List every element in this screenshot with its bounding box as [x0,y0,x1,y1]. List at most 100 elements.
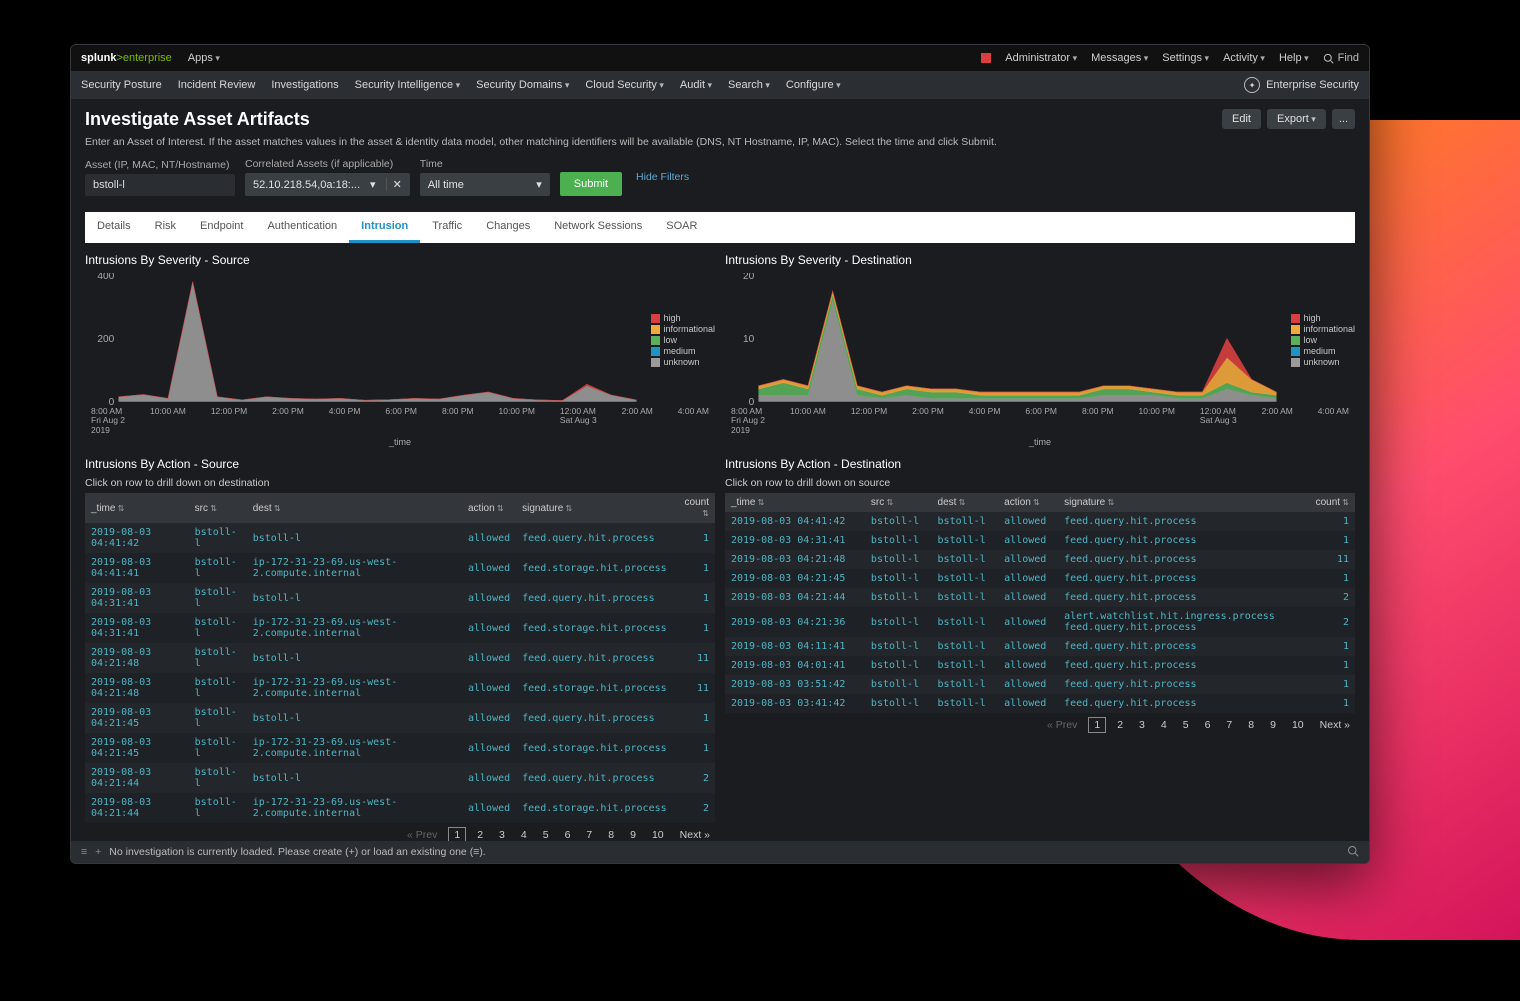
col-dest[interactable]: dest [932,493,999,512]
legend-item[interactable]: medium [651,346,715,357]
page-9[interactable]: 9 [625,828,641,842]
tab-traffic[interactable]: Traffic [420,212,474,243]
col-src[interactable]: src [189,493,247,523]
legend-item[interactable]: high [651,313,715,324]
hide-filters-link[interactable]: Hide Filters [636,171,689,183]
clear-correlated-icon[interactable]: ✕ [386,178,402,191]
table-row[interactable]: 2019-08-03 04:21:44bstoll-lbstoll-lallow… [725,588,1355,607]
page-8[interactable]: 8 [1243,718,1259,732]
page-10[interactable]: 10 [1287,718,1309,732]
settings-menu[interactable]: Settings [1162,52,1209,64]
tab-risk[interactable]: Risk [143,212,188,243]
table-row[interactable]: 2019-08-03 04:21:45bstoll-lbstoll-lallow… [725,569,1355,588]
time-dropdown[interactable]: All time ▾ [420,173,550,196]
page-5[interactable]: 5 [1178,718,1194,732]
page-2[interactable]: 2 [472,828,488,842]
col-action[interactable]: action [462,493,516,523]
legend-item[interactable]: low [651,335,715,346]
table-row[interactable]: 2019-08-03 04:31:41bstoll-lip-172-31-23-… [85,613,715,643]
tab-endpoint[interactable]: Endpoint [188,212,255,243]
table-row[interactable]: 2019-08-03 04:21:44bstoll-lbstoll-lallow… [85,763,715,793]
page-1[interactable]: 1 [1088,717,1106,733]
page-prev[interactable]: « Prev [1042,718,1082,732]
nav-item-incident-review[interactable]: Incident Review [178,79,256,91]
table-row[interactable]: 2019-08-03 04:41:41bstoll-lip-172-31-23-… [85,553,715,583]
chart-source[interactable]: 0200400highinformationallowmediumunknown [85,273,715,413]
page-prev[interactable]: « Prev [402,828,442,842]
legend-item[interactable]: low [1291,335,1355,346]
page-6[interactable]: 6 [1200,718,1216,732]
tab-changes[interactable]: Changes [474,212,542,243]
export-button[interactable]: Export [1267,109,1326,129]
nav-item-search[interactable]: Search [728,79,770,91]
col-_time[interactable]: _time [85,493,189,523]
edit-button[interactable]: Edit [1222,109,1261,129]
col-src[interactable]: src [865,493,932,512]
list-icon[interactable]: ≡ [81,846,87,858]
tab-authentication[interactable]: Authentication [255,212,349,243]
table-row[interactable]: 2019-08-03 04:21:48bstoll-lbstoll-lallow… [725,550,1355,569]
chart-destination[interactable]: 01020highinformationallowmediumunknown [725,273,1355,413]
page-7[interactable]: 7 [581,828,597,842]
legend-item[interactable]: informational [1291,324,1355,335]
administrator-menu[interactable]: Administrator [1005,52,1077,64]
find-box[interactable]: Find [1323,52,1359,64]
zoom-icon[interactable] [1347,845,1359,860]
page-6[interactable]: 6 [560,828,576,842]
page-3[interactable]: 3 [1134,718,1150,732]
tab-soar[interactable]: SOAR [654,212,709,243]
col-action[interactable]: action [998,493,1058,512]
messages-menu[interactable]: Messages [1091,52,1148,64]
legend-item[interactable]: unknown [651,357,715,368]
table-row[interactable]: 2019-08-03 04:21:48bstoll-lip-172-31-23-… [85,673,715,703]
nav-item-security-domains[interactable]: Security Domains [476,79,569,91]
table-row[interactable]: 2019-08-03 04:21:44bstoll-lip-172-31-23-… [85,793,715,823]
help-menu[interactable]: Help [1279,52,1309,64]
page-8[interactable]: 8 [603,828,619,842]
brand-logo[interactable]: splunk>enterprise [81,52,172,64]
nav-item-security-posture[interactable]: Security Posture [81,79,162,91]
table-row[interactable]: 2019-08-03 04:21:48bstoll-lbstoll-lallow… [85,643,715,673]
nav-item-security-intelligence[interactable]: Security Intelligence [355,79,460,91]
nav-item-investigations[interactable]: Investigations [271,79,338,91]
tab-network-sessions[interactable]: Network Sessions [542,212,654,243]
page-5[interactable]: 5 [538,828,554,842]
nav-item-audit[interactable]: Audit [680,79,712,91]
tab-details[interactable]: Details [85,212,143,243]
table-row[interactable]: 2019-08-03 04:31:41bstoll-lbstoll-lallow… [725,531,1355,550]
page-next[interactable]: Next » [1315,718,1355,732]
table-row[interactable]: 2019-08-03 04:41:42bstoll-lbstoll-lallow… [725,512,1355,531]
col-count[interactable]: count [1305,493,1355,512]
submit-button[interactable]: Submit [560,172,622,196]
table-row[interactable]: 2019-08-03 04:01:41bstoll-lbstoll-lallow… [725,656,1355,675]
nav-item-cloud-security[interactable]: Cloud Security [585,79,664,91]
legend-item[interactable]: medium [1291,346,1355,357]
page-9[interactable]: 9 [1265,718,1281,732]
page-7[interactable]: 7 [1221,718,1237,732]
col-count[interactable]: count [673,493,715,523]
page-4[interactable]: 4 [516,828,532,842]
table-row[interactable]: 2019-08-03 03:41:42bstoll-lbstoll-lallow… [725,694,1355,713]
col-signature[interactable]: signature [1058,493,1305,512]
enterprise-security-link[interactable]: ✦ Enterprise Security [1244,77,1359,93]
table-row[interactable]: 2019-08-03 03:51:42bstoll-lbstoll-lallow… [725,675,1355,694]
asset-input[interactable] [85,174,235,196]
page-3[interactable]: 3 [494,828,510,842]
alert-indicator-icon[interactable] [981,53,991,63]
table-row[interactable]: 2019-08-03 04:31:41bstoll-lbstoll-lallow… [85,583,715,613]
apps-menu[interactable]: Apps [188,52,220,64]
legend-item[interactable]: high [1291,313,1355,324]
table-row[interactable]: 2019-08-03 04:11:41bstoll-lbstoll-lallow… [725,637,1355,656]
table-row[interactable]: 2019-08-03 04:21:45bstoll-lip-172-31-23-… [85,733,715,763]
table-row[interactable]: 2019-08-03 04:41:42bstoll-lbstoll-lallow… [85,523,715,553]
col-_time[interactable]: _time [725,493,865,512]
tab-intrusion[interactable]: Intrusion [349,212,420,243]
page-2[interactable]: 2 [1112,718,1128,732]
legend-item[interactable]: informational [651,324,715,335]
col-dest[interactable]: dest [247,493,462,523]
activity-menu[interactable]: Activity [1223,52,1265,64]
legend-item[interactable]: unknown [1291,357,1355,368]
col-signature[interactable]: signature [516,493,673,523]
table-row[interactable]: 2019-08-03 04:21:36bstoll-lbstoll-lallow… [725,607,1355,637]
correlated-dropdown[interactable]: 52.10.218.54,0a:18:... ▾ ✕ [245,173,410,196]
